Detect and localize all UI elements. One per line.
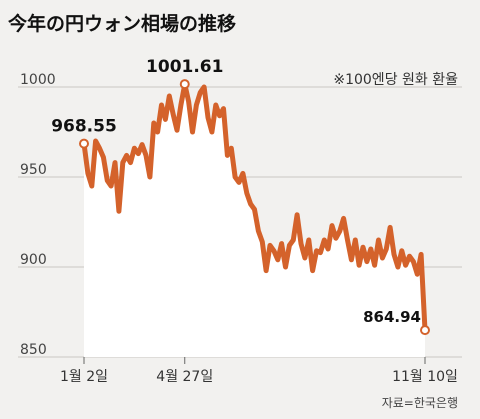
markers: 968.55 1001.61 864.94 bbox=[51, 57, 430, 336]
marker-point-0 bbox=[79, 138, 89, 149]
marker-point-2 bbox=[420, 325, 430, 336]
data-label-2: 864.94 bbox=[363, 308, 421, 326]
chart-title: 今年の円ウォン相場の推移 bbox=[7, 12, 236, 35]
marker-point-1 bbox=[179, 79, 190, 90]
x-tick-label-1: 4월 27일 bbox=[156, 369, 213, 385]
y-tick-label-950: 950 bbox=[20, 162, 47, 178]
chart-note: ※100엔당 원화 환율 bbox=[333, 72, 458, 88]
y-tick-label-1000: 1000 bbox=[20, 72, 56, 88]
y-tick-label-850: 850 bbox=[20, 342, 47, 358]
x-tick-label-2: 11월 10일 bbox=[392, 369, 458, 385]
series-line bbox=[81, 81, 428, 333]
x-tick-label-0: 1월 2일 bbox=[60, 369, 108, 385]
chart-source: 자료=한국은행 bbox=[382, 395, 458, 410]
x-axis: 1월 2일 4월 27일 11월 10일 bbox=[60, 357, 458, 385]
y-tick-label-900: 900 bbox=[20, 252, 47, 268]
y-axis: 1000 950 900 850 bbox=[20, 72, 56, 358]
data-label-0: 968.55 bbox=[51, 117, 117, 137]
data-label-1: 1001.61 bbox=[146, 57, 223, 77]
